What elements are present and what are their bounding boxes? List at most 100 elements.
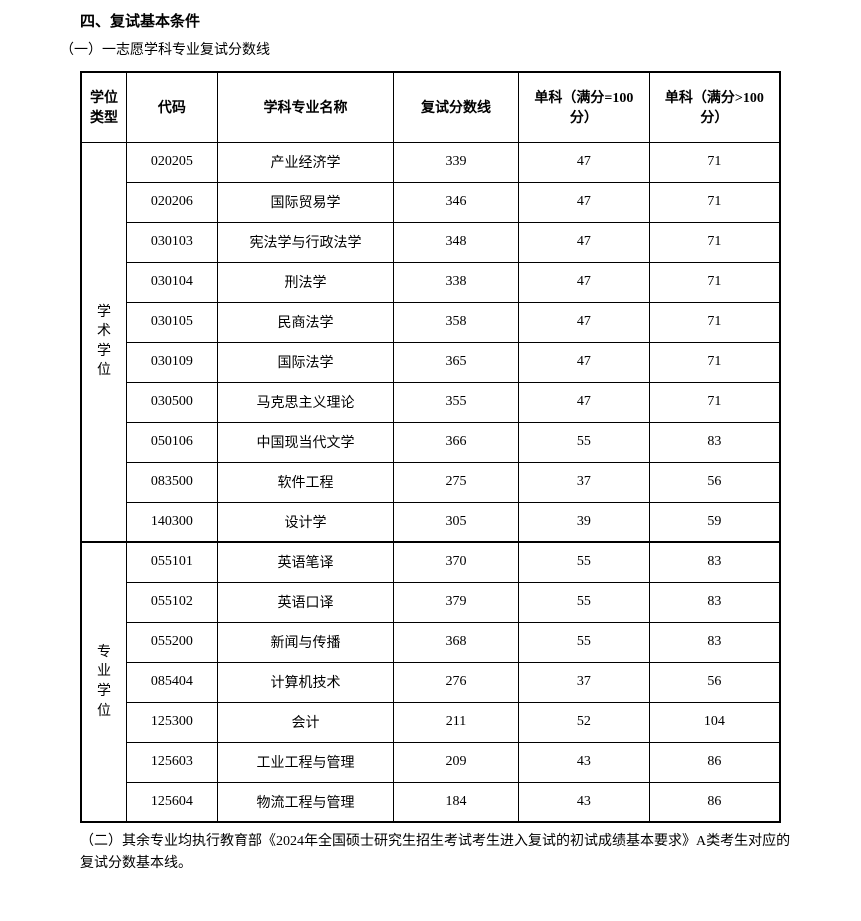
cell-code: 050106	[126, 422, 217, 462]
degree-type-label: 学术学位	[94, 303, 114, 381]
cell-sg100: 71	[649, 382, 780, 422]
degree-type-label: 专业学位	[94, 643, 114, 721]
table-row: 030105民商法学3584771	[81, 302, 780, 342]
cell-s100: 43	[519, 742, 650, 782]
cell-name: 产业经济学	[217, 142, 393, 182]
cell-sg100: 71	[649, 222, 780, 262]
cell-code: 030103	[126, 222, 217, 262]
footer-note: （二）其余专业均执行教育部《2024年全国硕士研究生招生考试考生进入复试的初试成…	[80, 831, 801, 876]
cell-s100: 55	[519, 622, 650, 662]
cell-s100: 43	[519, 782, 650, 822]
table-row: 055200新闻与传播3685583	[81, 622, 780, 662]
cell-code: 125300	[126, 702, 217, 742]
header-code: 代码	[126, 72, 217, 142]
cell-name: 马克思主义理论	[217, 382, 393, 422]
cell-code: 055200	[126, 622, 217, 662]
degree-type-cell: 学术学位	[81, 142, 126, 542]
cell-score: 184	[394, 782, 519, 822]
cell-score: 370	[394, 542, 519, 582]
section-subtitle: （一）一志愿学科专业复试分数线	[60, 39, 801, 59]
cell-code: 140300	[126, 502, 217, 542]
cell-code: 055102	[126, 582, 217, 622]
cell-name: 会计	[217, 702, 393, 742]
header-single-100: 单科（满分=100 分）	[519, 72, 650, 142]
cell-code: 020205	[126, 142, 217, 182]
table-row: 030104刑法学3384771	[81, 262, 780, 302]
cell-sg100: 59	[649, 502, 780, 542]
cell-s100: 47	[519, 302, 650, 342]
cell-score: 348	[394, 222, 519, 262]
cell-code: 020206	[126, 182, 217, 222]
cell-score: 276	[394, 662, 519, 702]
score-table: 学位类型 代码 学科专业名称 复试分数线 单科（满分=100 分） 单科（满分>…	[80, 71, 781, 823]
cell-code: 030500	[126, 382, 217, 422]
cell-s100: 52	[519, 702, 650, 742]
cell-sg100: 104	[649, 702, 780, 742]
cell-score: 379	[394, 582, 519, 622]
cell-score: 211	[394, 702, 519, 742]
table-row: 020206国际贸易学3464771	[81, 182, 780, 222]
cell-code: 030105	[126, 302, 217, 342]
cell-code: 055101	[126, 542, 217, 582]
cell-score: 368	[394, 622, 519, 662]
degree-type-cell: 专业学位	[81, 542, 126, 822]
cell-name: 英语笔译	[217, 542, 393, 582]
cell-name: 工业工程与管理	[217, 742, 393, 782]
cell-code: 125603	[126, 742, 217, 782]
cell-sg100: 56	[649, 462, 780, 502]
cell-code: 030104	[126, 262, 217, 302]
table-row: 125300会计21152104	[81, 702, 780, 742]
table-body: 学术学位020205产业经济学3394771020206国际贸易学3464771…	[81, 142, 780, 822]
header-degree-type: 学位类型	[81, 72, 126, 142]
cell-name: 新闻与传播	[217, 622, 393, 662]
cell-name: 民商法学	[217, 302, 393, 342]
cell-name: 宪法学与行政法学	[217, 222, 393, 262]
cell-sg100: 86	[649, 782, 780, 822]
cell-s100: 55	[519, 542, 650, 582]
cell-score: 346	[394, 182, 519, 222]
table-row: 030103宪法学与行政法学3484771	[81, 222, 780, 262]
cell-s100: 47	[519, 182, 650, 222]
cell-code: 083500	[126, 462, 217, 502]
table-row: 140300设计学3053959	[81, 502, 780, 542]
cell-s100: 47	[519, 382, 650, 422]
cell-name: 国际法学	[217, 342, 393, 382]
cell-score: 209	[394, 742, 519, 782]
cell-sg100: 71	[649, 182, 780, 222]
cell-s100: 47	[519, 262, 650, 302]
header-subject-name: 学科专业名称	[217, 72, 393, 142]
cell-score: 365	[394, 342, 519, 382]
cell-s100: 47	[519, 342, 650, 382]
cell-code: 125604	[126, 782, 217, 822]
table-row: 055102英语口译3795583	[81, 582, 780, 622]
cell-code: 085404	[126, 662, 217, 702]
cell-s100: 55	[519, 422, 650, 462]
cell-s100: 47	[519, 222, 650, 262]
table-row: 085404计算机技术2763756	[81, 662, 780, 702]
table-row: 125603工业工程与管理2094386	[81, 742, 780, 782]
score-table-container: 学位类型 代码 学科专业名称 复试分数线 单科（满分=100 分） 单科（满分>…	[80, 71, 781, 823]
cell-score: 338	[394, 262, 519, 302]
cell-name: 计算机技术	[217, 662, 393, 702]
cell-name: 国际贸易学	[217, 182, 393, 222]
cell-s100: 37	[519, 662, 650, 702]
cell-sg100: 83	[649, 622, 780, 662]
header-retest-score: 复试分数线	[394, 72, 519, 142]
cell-sg100: 71	[649, 262, 780, 302]
table-row: 030500马克思主义理论3554771	[81, 382, 780, 422]
cell-code: 030109	[126, 342, 217, 382]
table-row: 030109国际法学3654771	[81, 342, 780, 382]
cell-score: 339	[394, 142, 519, 182]
table-row: 125604物流工程与管理1844386	[81, 782, 780, 822]
cell-name: 中国现当代文学	[217, 422, 393, 462]
cell-score: 366	[394, 422, 519, 462]
cell-name: 软件工程	[217, 462, 393, 502]
cell-score: 358	[394, 302, 519, 342]
cell-name: 英语口译	[217, 582, 393, 622]
table-row: 083500软件工程2753756	[81, 462, 780, 502]
table-row: 专业学位055101英语笔译3705583	[81, 542, 780, 582]
cell-name: 物流工程与管理	[217, 782, 393, 822]
cell-sg100: 83	[649, 542, 780, 582]
cell-score: 305	[394, 502, 519, 542]
cell-sg100: 56	[649, 662, 780, 702]
